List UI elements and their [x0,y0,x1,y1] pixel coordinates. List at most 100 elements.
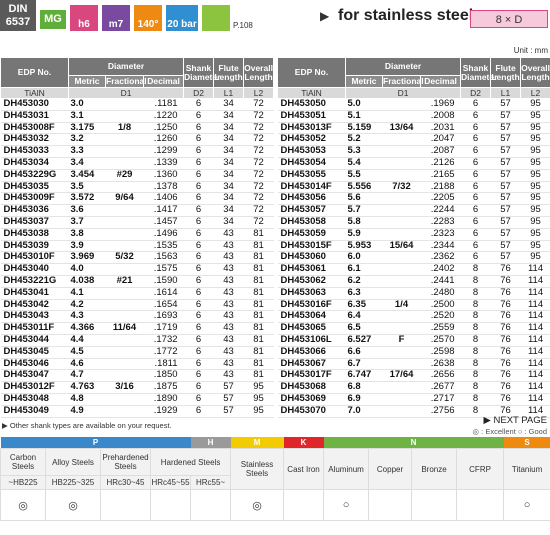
row: DH453062 6.2 .2441 8 76 114 [277,275,550,288]
cell: .2362 [420,251,461,265]
cell [105,240,144,253]
cell: .2165 [420,169,461,182]
cell: 4.0 [68,263,106,276]
cell: 6.747 [345,369,383,383]
cell: 6 [183,358,214,371]
cell: 5.0 [345,98,383,111]
cell: DH453221G [0,275,69,288]
cell: 6 [183,275,214,288]
cell: .2047 [420,133,461,147]
rating [411,489,458,521]
material: Carbon Steels [0,448,46,476]
cell [382,228,421,241]
cell: 34 [213,110,244,123]
cell: #21 [105,275,144,288]
cell: .2205 [420,192,461,206]
cell: .2559 [420,322,461,335]
row: DH453038 3.8 .1496 6 43 81 [0,228,274,241]
cell: 6 [183,299,214,312]
header: Decimal [419,75,462,88]
cell [382,310,421,324]
cell: DH453060 [277,251,346,265]
cell: DH453057 [277,204,346,217]
material: Copper [368,448,413,490]
cell [382,275,421,288]
title: for stainless steel [338,7,474,24]
cell: 8 [460,287,491,300]
cell: 114 [520,322,550,335]
cell [105,145,144,158]
cell [382,405,421,418]
cell: 57 [490,228,521,241]
cell: 72 [243,133,274,147]
cell: 6 [183,310,214,324]
cell [105,334,144,347]
next-page[interactable]: ▶ NEXT PAGE [483,415,548,426]
shank-badge: h6 [70,5,98,31]
cell: 43 [213,251,244,265]
header: Fractional [382,75,424,88]
hardness: HRc55~ [190,475,232,490]
next-page-text[interactable]: NEXT PAGE [493,415,548,426]
note-text: Other shank types are available on your … [9,421,172,430]
cell: 81 [243,310,274,324]
cell: 95 [520,133,550,147]
cell: 6.5 [345,322,383,335]
cell: .1378 [143,181,184,194]
header: D2 [460,87,492,99]
cell: 72 [243,169,274,182]
cell: DH453039 [0,240,69,253]
cell: 81 [243,263,274,276]
row: DH453016F 6.35 1/4.2500 8 76 114 [277,299,550,312]
rating [190,489,232,521]
cell: 57 [490,192,521,206]
cell: 3.4 [68,157,106,170]
cell: 114 [520,369,550,383]
cell: DH453106L [277,334,346,347]
header: Metric [68,75,106,88]
header: Overall Length [243,57,275,88]
coolant-label: 20 bar [167,19,197,30]
cell: 6 [460,181,491,194]
cell: 8 [460,334,491,347]
row: DH453068 6.8 .2677 8 76 114 [277,381,550,394]
rating: ◎ [230,489,285,521]
cell: .2008 [420,110,461,123]
cell: 34 [213,169,244,182]
cell: 81 [243,275,274,288]
cell: 6 [183,346,214,359]
cell [382,169,421,182]
cell: 6.6 [345,346,383,359]
rating: ◎ [0,489,46,521]
cell: .1929 [143,405,184,418]
cell: 72 [243,181,274,194]
cell: .2756 [420,405,461,418]
cell: 43 [213,263,244,276]
cell: 8 [460,405,491,418]
cell: 43 [213,240,244,253]
cell: .2500 [420,299,461,312]
cell: .1654 [143,299,184,312]
cell: 76 [490,287,521,300]
cell: 8 [460,369,491,383]
cell: 57 [490,110,521,123]
material-group: S [503,437,550,449]
material: Hardened Steels [149,448,232,476]
cell: 76 [490,334,521,347]
row: DH453042 4.2 .1654 6 43 81 [0,299,274,312]
cell: 6 [183,204,214,217]
cell: 95 [520,110,550,123]
cell: 6 [460,145,491,158]
cell [382,393,421,406]
cell: 43 [213,275,244,288]
cell [105,204,144,217]
row: DH453015F 5.953 15/64.2344 6 57 95 [277,240,550,253]
spec-table: EDP No. Diameter Shank Diameter Flute Lengt… [0,57,275,418]
cell: DH453017F [277,369,346,383]
cell: DH453036 [0,204,69,217]
cell [105,346,144,359]
cell: DH453016F [277,299,346,312]
cell: 3.454 [68,169,106,182]
cell: 34 [213,145,244,158]
